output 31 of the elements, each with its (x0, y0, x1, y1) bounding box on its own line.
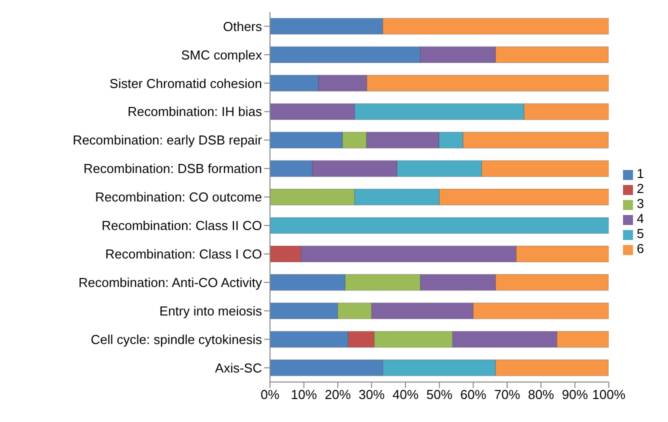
y-tick-label: Recombination: Class II CO (102, 218, 262, 234)
y-tick-label: Recombination: IH bias (128, 104, 262, 120)
y-tick-label: Entry into meiosis (159, 303, 262, 318)
y-tick-label: Recombination: Class I CO (105, 246, 262, 262)
x-tick-label: 20% (324, 387, 352, 402)
legend-label: 5 (636, 226, 644, 241)
x-tick-label: 90% (562, 387, 588, 402)
x-tick-label: 70% (494, 387, 521, 402)
y-tick-label: Cell cycle: spindle cytokinesis (90, 332, 262, 347)
y-tick-label: Recombination: early DSB repair (72, 132, 263, 148)
legend-label: 3 (636, 196, 644, 211)
y-tick-label: Others (222, 18, 262, 34)
bar (270, 217, 609, 234)
x-tick-label: 30% (358, 387, 386, 402)
x-tick-label: 10% (290, 387, 318, 402)
x-tick-label: 50% (426, 387, 453, 402)
y-tick-label: SMC complex (181, 47, 262, 62)
x-tick-label: 80% (528, 387, 554, 402)
legend-label: 2 (636, 181, 644, 196)
legend-label: 1 (636, 166, 644, 181)
legend-label: 6 (636, 241, 644, 256)
x-tick-label: 40% (392, 387, 419, 402)
legend-label: 4 (636, 211, 644, 226)
y-tick-label: Axis-SC (215, 360, 262, 376)
x-tick-label: 0% (260, 387, 280, 402)
y-tick-label: Recombination: Anti-CO Activity (78, 275, 262, 290)
y-tick-label: Recombination: DSB formation (84, 161, 262, 176)
y-tick-label: Recombination: CO outcome (95, 190, 262, 205)
x-tick-label: 60% (460, 387, 487, 402)
x-tick-label: 100% (592, 387, 626, 402)
y-tick-label: Sister Chromatid cohesion (110, 76, 262, 91)
